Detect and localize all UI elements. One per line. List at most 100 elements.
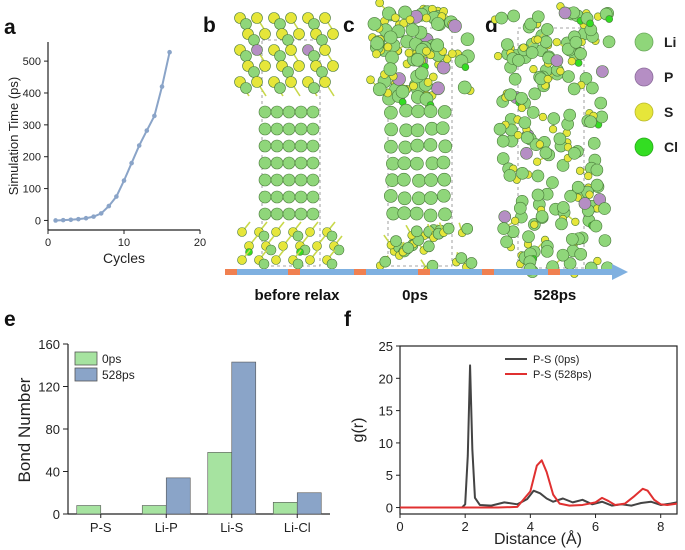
lithium-atom [448,19,462,33]
lithium-atom [500,235,513,249]
lithium-atom [535,210,549,223]
lithium-atom [437,172,452,187]
lithium-atom [598,234,612,247]
lithium-atom [412,173,426,188]
lithium-atom [385,50,399,65]
sulfur-atom [237,255,247,265]
chart-f-ytick-label-2: 10 [379,436,393,451]
panel-letter-b: b [203,14,216,37]
lithium-atom [514,201,527,215]
lithium-atom [397,191,412,206]
lithium-atom [507,9,520,23]
chart-a-ytick-label-2: 200 [23,152,41,164]
sulfur-atom [293,28,305,40]
sulfur-atom [517,103,526,113]
lithium-atom [397,206,412,221]
chart-e-legend-swatch-528ps [74,367,98,382]
sulfur-atom [375,0,384,8]
lithium-atom [240,82,252,94]
lithium-atom [567,82,581,96]
sulfur-atom [538,112,548,122]
sulfur-atom [285,44,297,56]
chart-f-ylabel: g(r) [350,418,367,443]
lithium-atom [442,222,455,235]
lithium-atom [516,166,529,180]
lithium-atom [437,188,451,203]
timeline-tick-6 [548,269,560,275]
lithium-atom [411,104,425,119]
chart-e-ytick-label-1: 40 [46,465,60,480]
lithium-atom [386,156,400,171]
lithium-atom [553,132,567,146]
chart-a-point-3 [76,216,81,222]
sulfur-atom [237,227,247,237]
lithium-atom [308,18,320,30]
legend-s-label: S [664,104,673,120]
lithium-atom [258,122,272,136]
lithium-atom [383,189,398,203]
lithium-atom [512,54,525,67]
lithium-atom [595,110,609,124]
sulfur-atom [405,15,415,25]
timeline-arrowhead [612,264,628,280]
chart-e-ytick-label-3: 120 [38,380,60,395]
sulfur-atom [533,35,542,44]
lithium-atom [436,155,451,170]
chart-e-bar-Li-S-0ps [207,452,233,515]
lithium-atom [405,23,420,37]
lithium-atom [435,121,450,135]
panel-letter-f: f [344,308,351,331]
lithium-atom [531,169,545,183]
timeline-label-before-relax: before relax [254,287,340,304]
lithium-atom [528,87,542,101]
lithium-atom [526,106,540,119]
lithium-atom [424,191,438,205]
lithium-atom [493,122,507,136]
chart-f-axes [399,345,678,515]
chart-a-ytick-label-5: 500 [23,56,41,68]
chart-f-xtick-label-2: 4 [527,519,534,534]
lithium-atom [270,156,284,170]
lithium-atom [550,54,564,67]
lithium-atom [518,116,532,129]
sulfur-atom [404,48,414,58]
lithium-atom [385,173,399,188]
lithium-atom [430,38,445,53]
timeline-tick-3 [354,269,366,275]
chlorine-atom [461,63,470,71]
chart-e-legend: 0ps 528ps [74,351,135,382]
chart-a-point-10 [129,160,134,166]
lithium-atom [569,35,583,49]
lithium-atom [270,122,284,136]
chart-a-ytick-label-1: 100 [23,184,41,196]
lithium-atom [461,222,474,235]
sulfur-atom [271,255,281,265]
chart-a-xlabel: Cycles [103,250,145,266]
structure-before-relax [234,12,345,270]
lithium-atom [508,72,522,86]
sulfur-atom [366,75,375,85]
lithium-atom [316,66,328,78]
legend-li-label: Li [664,34,676,50]
lithium-atom [258,105,272,119]
sulfur-atom [571,217,580,226]
lithium-atom [258,230,270,242]
lithium-atom [520,131,534,144]
lithium-atom [590,178,604,192]
sulfur-atom [428,72,438,82]
chart-e-ytick-label-0: 0 [53,507,60,522]
chart-f-ytick-label-0: 0 [386,501,393,516]
lithium-atom [274,50,286,62]
chart-a-ytick-label-4: 400 [23,88,41,100]
lithium-atom [398,140,413,155]
lithium-atom [557,201,570,214]
lithium-atom [402,242,414,254]
sulfur-atom [543,74,552,84]
sulfur-atom [327,28,339,40]
sulfur-atom [575,166,585,175]
lithium-atom [270,173,284,187]
sulfur-atom [552,38,561,47]
sulfur-atom [556,67,565,76]
lithium-atom [240,18,252,30]
lithium-atom [539,35,553,49]
